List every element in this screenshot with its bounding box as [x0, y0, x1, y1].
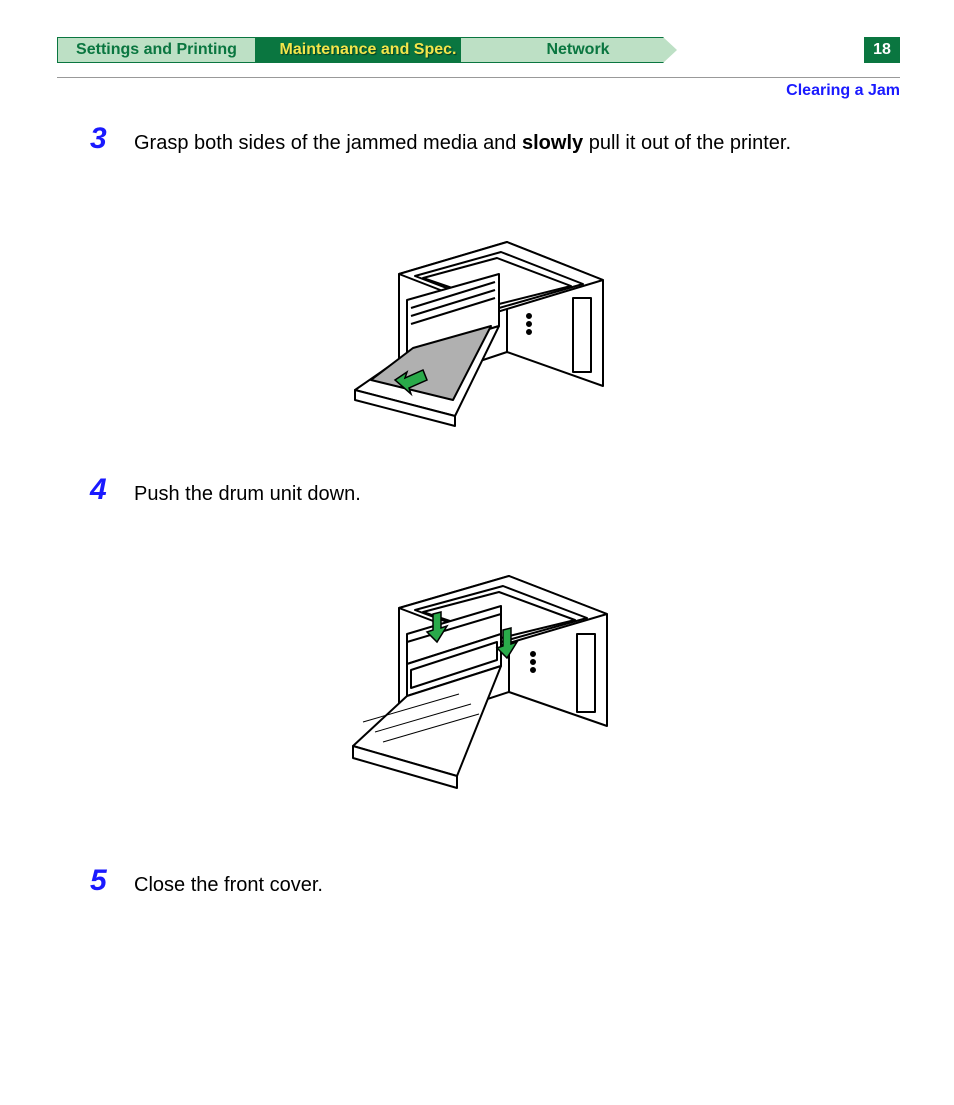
divider: [57, 77, 900, 78]
step-4: 4 Push the drum unit down.: [90, 475, 361, 509]
step-3-number: 3: [90, 124, 134, 154]
page-number: 18: [864, 37, 900, 63]
step-5-number: 5: [90, 866, 134, 896]
section-title[interactable]: Clearing a Jam: [786, 82, 900, 100]
step-4-text: Push the drum unit down.: [134, 475, 361, 509]
header-nav: Settings and Printing Maintenance and Sp…: [57, 37, 900, 63]
step-3-text: Grasp both sides of the jammed media and…: [134, 124, 791, 158]
step-5-text: Close the front cover.: [134, 866, 323, 900]
figure-step-4: [327, 546, 627, 810]
step-3: 3 Grasp both sides of the jammed media a…: [90, 124, 791, 158]
step-4-number: 4: [90, 475, 134, 505]
tab-maintenance[interactable]: Maintenance and Spec.: [255, 37, 475, 63]
tab-network-label: Network: [546, 41, 609, 59]
figure-step-3: [327, 212, 627, 436]
tab-settings[interactable]: Settings and Printing: [57, 37, 255, 63]
tab-network-wrap[interactable]: Network: [461, 37, 677, 63]
step-5: 5 Close the front cover.: [90, 866, 323, 900]
